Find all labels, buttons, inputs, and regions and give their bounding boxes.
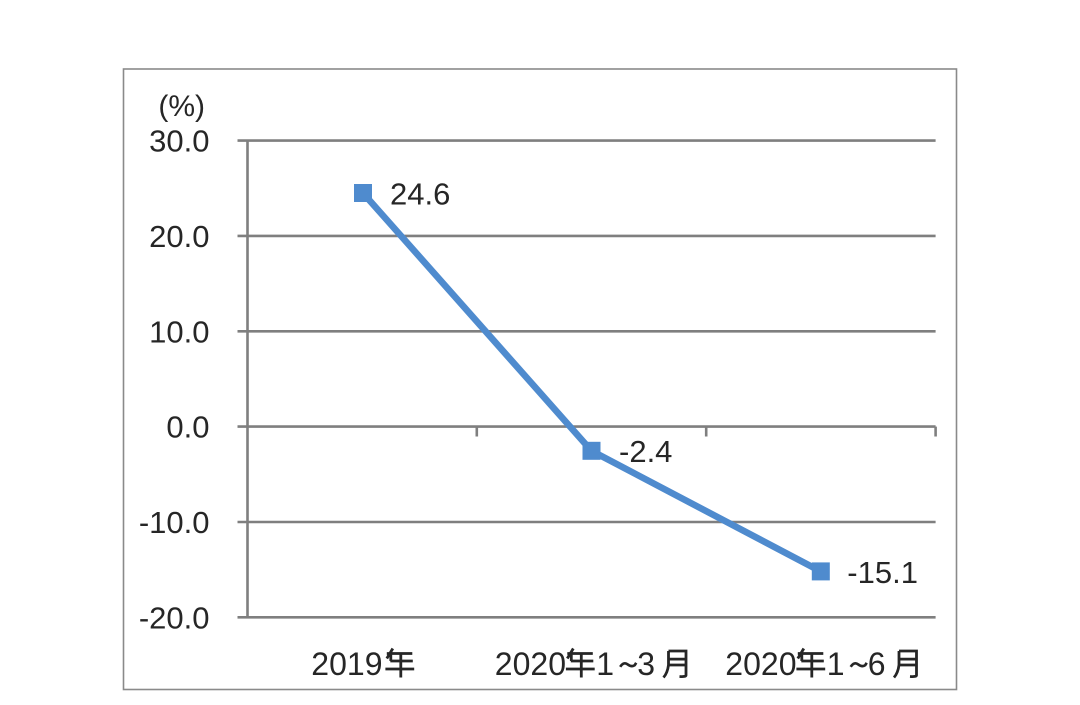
svg-text:1: 1: [596, 646, 614, 682]
svg-text:20.0: 20.0: [149, 219, 209, 254]
svg-text:2019: 2019: [311, 646, 382, 682]
svg-text:10.0: 10.0: [149, 314, 209, 349]
svg-text:-10.0: -10.0: [139, 505, 210, 540]
svg-text:3: 3: [637, 646, 655, 682]
svg-text:0.0: 0.0: [166, 410, 209, 445]
svg-text:24.6: 24.6: [390, 176, 450, 211]
svg-text:-15.1: -15.1: [847, 555, 918, 590]
svg-text:-20.0: -20.0: [139, 600, 210, 635]
svg-text:(%): (%): [158, 90, 205, 123]
svg-text:-2.4: -2.4: [619, 434, 672, 469]
svg-text:2020: 2020: [495, 646, 566, 682]
svg-text:1: 1: [827, 646, 845, 682]
svg-text:6: 6: [868, 646, 886, 682]
svg-text:30.0: 30.0: [149, 124, 209, 159]
svg-text:2020: 2020: [725, 646, 796, 682]
